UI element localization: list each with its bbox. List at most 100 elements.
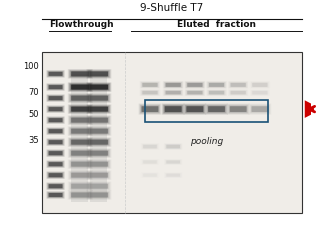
- FancyBboxPatch shape: [187, 83, 203, 88]
- FancyBboxPatch shape: [186, 83, 204, 88]
- FancyBboxPatch shape: [48, 162, 63, 167]
- FancyBboxPatch shape: [47, 117, 64, 124]
- FancyBboxPatch shape: [227, 104, 250, 115]
- FancyBboxPatch shape: [90, 72, 108, 77]
- FancyBboxPatch shape: [86, 116, 112, 125]
- Text: 9-Shuffle T7: 9-Shuffle T7: [140, 3, 203, 13]
- FancyBboxPatch shape: [48, 72, 63, 77]
- FancyBboxPatch shape: [90, 140, 108, 145]
- FancyBboxPatch shape: [88, 117, 110, 124]
- FancyBboxPatch shape: [208, 91, 225, 95]
- FancyBboxPatch shape: [49, 184, 62, 188]
- FancyBboxPatch shape: [205, 104, 228, 115]
- FancyBboxPatch shape: [206, 105, 227, 115]
- FancyBboxPatch shape: [87, 70, 111, 79]
- FancyBboxPatch shape: [186, 107, 203, 112]
- FancyBboxPatch shape: [47, 173, 64, 178]
- FancyBboxPatch shape: [231, 83, 246, 88]
- FancyBboxPatch shape: [46, 182, 65, 190]
- FancyBboxPatch shape: [209, 83, 224, 88]
- FancyBboxPatch shape: [164, 83, 182, 88]
- FancyBboxPatch shape: [89, 96, 109, 102]
- FancyBboxPatch shape: [70, 161, 91, 168]
- FancyBboxPatch shape: [71, 107, 89, 112]
- FancyBboxPatch shape: [186, 106, 204, 113]
- FancyBboxPatch shape: [87, 182, 111, 191]
- FancyBboxPatch shape: [167, 161, 180, 164]
- FancyBboxPatch shape: [70, 140, 90, 146]
- FancyBboxPatch shape: [90, 184, 108, 189]
- FancyBboxPatch shape: [143, 91, 158, 95]
- FancyBboxPatch shape: [70, 183, 90, 189]
- FancyBboxPatch shape: [49, 173, 62, 177]
- FancyBboxPatch shape: [47, 161, 64, 168]
- FancyBboxPatch shape: [46, 139, 65, 146]
- FancyBboxPatch shape: [71, 193, 89, 198]
- FancyBboxPatch shape: [47, 162, 64, 167]
- FancyBboxPatch shape: [71, 85, 89, 90]
- FancyBboxPatch shape: [49, 141, 62, 144]
- FancyBboxPatch shape: [163, 82, 183, 89]
- FancyBboxPatch shape: [87, 116, 111, 125]
- FancyBboxPatch shape: [68, 160, 93, 169]
- FancyBboxPatch shape: [47, 140, 64, 145]
- FancyBboxPatch shape: [70, 107, 90, 113]
- FancyBboxPatch shape: [228, 105, 249, 115]
- FancyBboxPatch shape: [49, 162, 62, 166]
- FancyBboxPatch shape: [90, 151, 108, 156]
- FancyBboxPatch shape: [184, 105, 205, 115]
- FancyBboxPatch shape: [69, 94, 92, 103]
- FancyBboxPatch shape: [89, 140, 109, 146]
- FancyBboxPatch shape: [187, 91, 203, 95]
- FancyBboxPatch shape: [71, 140, 89, 145]
- FancyBboxPatch shape: [46, 84, 65, 92]
- FancyBboxPatch shape: [90, 151, 108, 156]
- FancyBboxPatch shape: [89, 128, 109, 135]
- FancyBboxPatch shape: [86, 127, 112, 136]
- FancyBboxPatch shape: [88, 128, 110, 135]
- FancyBboxPatch shape: [48, 96, 63, 101]
- FancyBboxPatch shape: [49, 86, 62, 90]
- FancyBboxPatch shape: [87, 149, 111, 158]
- FancyBboxPatch shape: [89, 183, 109, 189]
- FancyBboxPatch shape: [165, 107, 182, 112]
- FancyBboxPatch shape: [47, 85, 64, 91]
- FancyBboxPatch shape: [70, 151, 90, 156]
- FancyBboxPatch shape: [49, 86, 62, 90]
- FancyBboxPatch shape: [48, 118, 63, 123]
- FancyBboxPatch shape: [48, 173, 63, 178]
- FancyBboxPatch shape: [69, 160, 92, 169]
- FancyBboxPatch shape: [46, 71, 65, 78]
- FancyBboxPatch shape: [162, 104, 185, 115]
- FancyBboxPatch shape: [166, 91, 181, 95]
- FancyBboxPatch shape: [47, 71, 64, 78]
- FancyBboxPatch shape: [46, 150, 65, 157]
- FancyBboxPatch shape: [89, 118, 109, 124]
- FancyBboxPatch shape: [164, 91, 182, 96]
- FancyBboxPatch shape: [71, 74, 88, 202]
- FancyBboxPatch shape: [49, 119, 62, 123]
- FancyBboxPatch shape: [71, 162, 89, 167]
- FancyBboxPatch shape: [48, 151, 63, 156]
- FancyBboxPatch shape: [187, 91, 203, 95]
- Polygon shape: [305, 101, 316, 118]
- FancyBboxPatch shape: [71, 140, 89, 145]
- FancyBboxPatch shape: [47, 118, 64, 124]
- FancyBboxPatch shape: [47, 172, 64, 179]
- FancyBboxPatch shape: [209, 91, 224, 95]
- FancyBboxPatch shape: [231, 83, 246, 88]
- FancyBboxPatch shape: [69, 171, 92, 180]
- FancyBboxPatch shape: [252, 91, 267, 95]
- FancyBboxPatch shape: [208, 83, 226, 88]
- FancyBboxPatch shape: [252, 107, 268, 112]
- FancyBboxPatch shape: [69, 116, 92, 125]
- FancyBboxPatch shape: [47, 192, 64, 198]
- FancyBboxPatch shape: [71, 193, 89, 198]
- FancyBboxPatch shape: [90, 96, 108, 101]
- FancyBboxPatch shape: [166, 145, 181, 149]
- FancyBboxPatch shape: [164, 106, 182, 113]
- FancyBboxPatch shape: [90, 193, 108, 198]
- FancyBboxPatch shape: [87, 138, 111, 147]
- FancyBboxPatch shape: [88, 150, 110, 157]
- FancyBboxPatch shape: [47, 107, 64, 112]
